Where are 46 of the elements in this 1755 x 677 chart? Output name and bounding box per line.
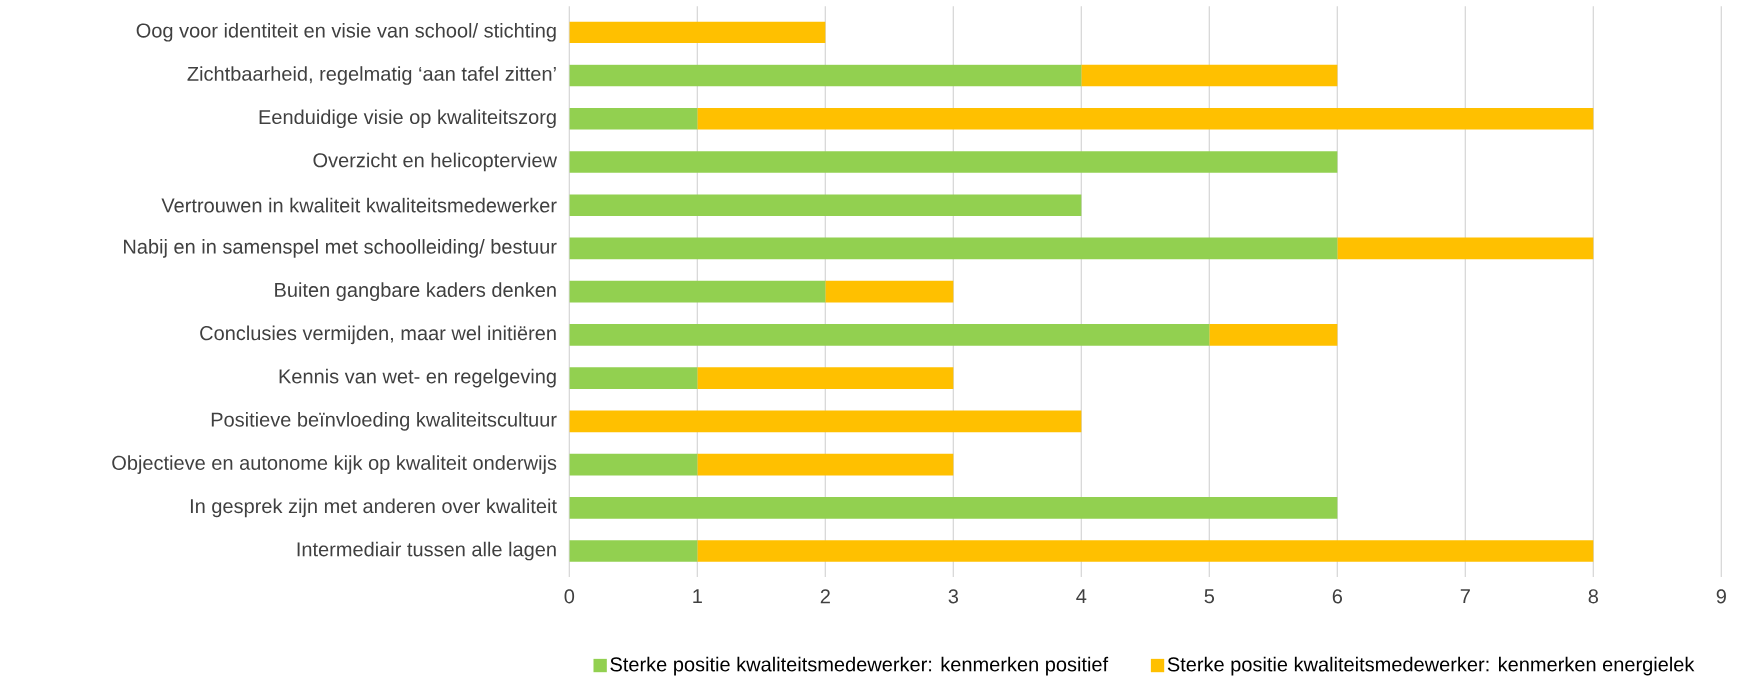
y-tick-label: Zichtbaarheid, regelmatig ‘aan tafel zitten’ bbox=[187, 66, 556, 85]
y-tick-label: Overzicht en helicopterview bbox=[313, 152, 558, 172]
x-tick-label: 4 bbox=[1076, 589, 1087, 604]
bar bbox=[569, 237, 1338, 260]
x-tick-label: 7 bbox=[1460, 589, 1470, 604]
y-tick-label: Buiten gangbare kaders denken bbox=[275, 282, 556, 301]
bar bbox=[569, 324, 1210, 346]
bar bbox=[569, 410, 1082, 433]
x-tick-label: 2 bbox=[820, 589, 830, 604]
y-tick-label: Kennis van wet- en regelgeving bbox=[279, 368, 556, 388]
bar bbox=[697, 540, 1594, 562]
bar bbox=[697, 107, 1594, 130]
y-tick-label: Objectieve en autonome kijk op kwaliteit onderwijs bbox=[112, 455, 557, 474]
x-tick-label: 1 bbox=[693, 589, 702, 604]
bar bbox=[569, 194, 1082, 217]
bar bbox=[569, 280, 826, 303]
bar bbox=[569, 540, 698, 562]
bar bbox=[569, 497, 1338, 519]
x-tick-label: 8 bbox=[1588, 589, 1599, 604]
bar bbox=[569, 367, 698, 389]
bar bbox=[1081, 64, 1338, 87]
y-tick-label: Conclusies vermijden, maar wel initiëren bbox=[200, 325, 556, 345]
y-tick-label: Intermediair tussen alle lagen bbox=[297, 541, 556, 561]
bar bbox=[569, 21, 826, 44]
bar bbox=[569, 64, 1082, 87]
bar bbox=[825, 280, 954, 303]
y-tick-label: Nabij en in samenspel met schoolleiding/ bestuur bbox=[124, 239, 557, 258]
bar bbox=[697, 367, 954, 389]
bar bbox=[697, 453, 954, 476]
x-tick-label: 6 bbox=[1332, 589, 1343, 604]
x-tick-label: 3 bbox=[948, 589, 959, 604]
x-tick-label: 9 bbox=[1716, 589, 1726, 604]
bar bbox=[1337, 237, 1594, 260]
bar bbox=[569, 107, 698, 130]
y-tick-label: Oog voor identiteit en visie van school/ stichting bbox=[136, 22, 556, 42]
legend-label: Sterke positie kwaliteitsmedewerker: kenmerken energielek bbox=[1167, 656, 1695, 676]
legend-label: Sterke positie kwaliteitsmedewerker: kenmerken positief bbox=[610, 656, 1109, 676]
bar bbox=[569, 453, 698, 476]
x-tick-label: 5 bbox=[1204, 589, 1215, 604]
y-tick-label: In gesprek zijn met anderen over kwaliteit bbox=[190, 498, 557, 518]
bar bbox=[1209, 324, 1338, 346]
y-tick-label: Positieve beïnvloeding kwaliteitscultuur bbox=[211, 412, 557, 431]
x-tick-label: 0 bbox=[564, 589, 575, 604]
y-tick-label: Eenduidige visie op kwaliteitszorg bbox=[259, 109, 556, 129]
bar bbox=[569, 151, 1338, 173]
y-tick-label: Vertrouwen in kwaliteit kwaliteitsmedewerker bbox=[161, 197, 557, 213]
